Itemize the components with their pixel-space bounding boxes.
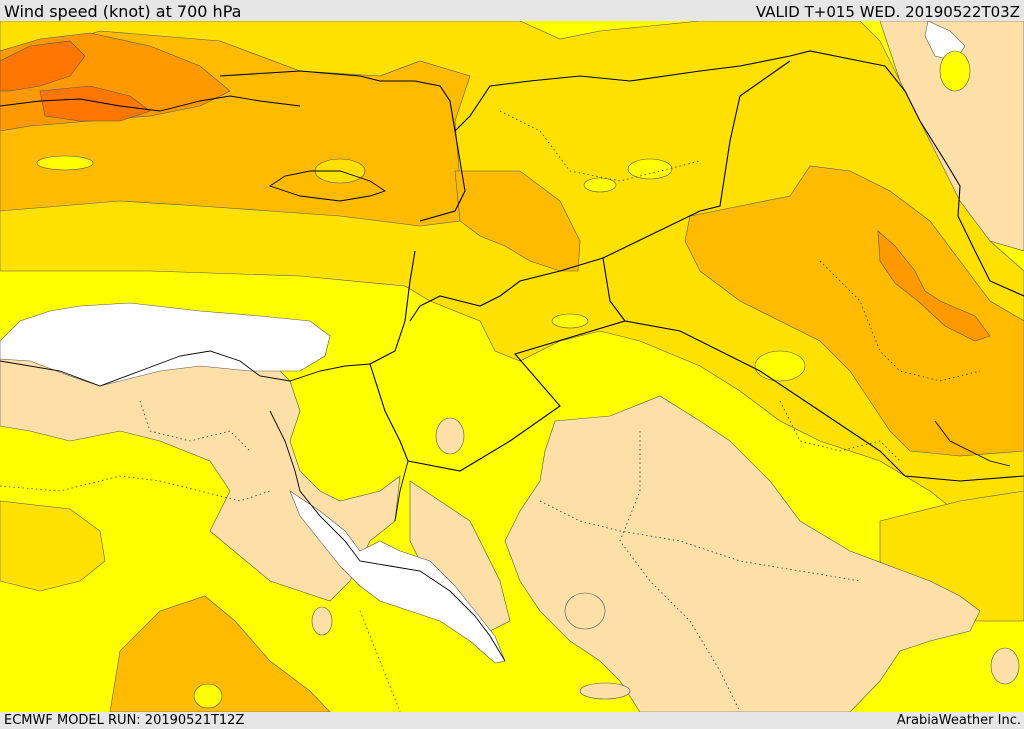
admin-boundary	[359, 610, 401, 712]
country-border	[419, 50, 886, 222]
country-border	[602, 60, 791, 322]
coastline	[934, 420, 1011, 467]
country-border	[369, 250, 416, 365]
coastline	[269, 410, 506, 662]
wind-band-very-strong-iraq	[877, 230, 991, 342]
admin-boundary	[619, 431, 741, 712]
wind-contour-spot	[551, 313, 589, 329]
wind-band-calm-mediterranean	[0, 302, 331, 387]
wind-contour-spot	[990, 647, 1020, 685]
wind-contour-spot	[754, 350, 806, 382]
country-border	[369, 363, 409, 462]
wind-band-extreme-2	[39, 85, 151, 122]
wind-contour-spot	[564, 592, 606, 630]
country-border	[884, 65, 1024, 297]
model-run-label: ECMWF MODEL RUN: 20190521T12Z	[4, 713, 245, 728]
map-title: Wind speed (knot) at 700 hPa	[4, 2, 242, 21]
wind-contour-spot	[939, 50, 971, 92]
coastline	[268, 170, 387, 202]
wind-contour-spot	[311, 606, 333, 636]
wind-band-fresh-southwest	[0, 500, 106, 592]
wind-speed-map	[0, 21, 1024, 712]
wind-band-extreme	[0, 40, 86, 92]
country-border	[219, 70, 456, 132]
wind-contour-spot	[627, 158, 673, 180]
admin-boundary	[779, 400, 901, 462]
wind-band-strong-east	[684, 165, 1024, 457]
wind-band-light-arabia	[504, 395, 981, 712]
admin-boundary	[539, 500, 861, 582]
coastline	[0, 350, 371, 387]
wind-contour-spot	[36, 155, 94, 171]
country-border	[407, 320, 1024, 482]
coastline	[394, 460, 409, 522]
wind-contour-spot	[579, 682, 631, 700]
country-border	[409, 257, 604, 322]
map-header: Wind speed (knot) at 700 hPa VALID T+015…	[0, 0, 1024, 21]
wind-band-strong-south	[109, 595, 331, 712]
coastline	[0, 95, 301, 112]
admin-boundary	[499, 110, 701, 182]
map-footer: ECMWF MODEL RUN: 20190521T12Z ArabiaWeat…	[0, 712, 1024, 729]
wind-contour-spot	[193, 683, 223, 709]
credit-label: ArabiaWeather Inc.	[896, 713, 1021, 728]
wind-contour-spot	[583, 177, 617, 193]
admin-boundary	[0, 475, 271, 502]
valid-time: VALID T+015 WED. 20190522T03Z	[755, 3, 1020, 21]
wind-contour-spot	[435, 417, 465, 455]
admin-boundary	[139, 400, 251, 452]
